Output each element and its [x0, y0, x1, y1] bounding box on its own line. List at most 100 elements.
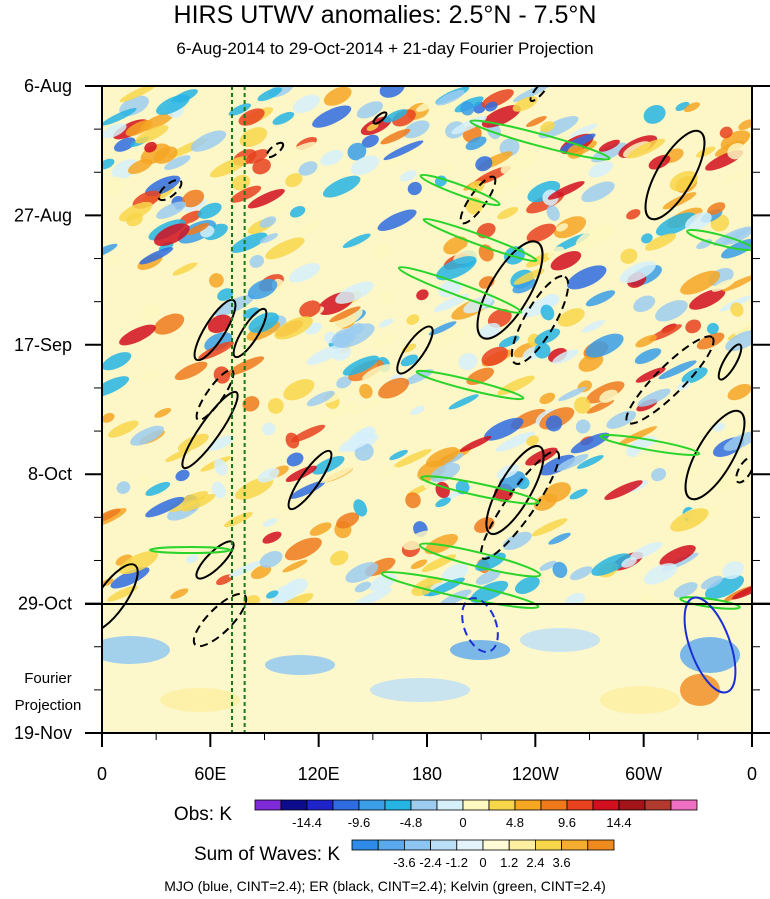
anomaly-patch [533, 493, 558, 511]
er-contour [684, 409, 746, 501]
anomaly-patch [190, 130, 227, 152]
anomaly-patch [448, 394, 479, 410]
anomaly-patch [247, 188, 285, 209]
er-contour [232, 307, 268, 359]
anomaly-patch [119, 201, 153, 222]
anomaly-patch [435, 497, 451, 508]
anomaly-patch [318, 464, 355, 484]
anomaly-patch [604, 480, 643, 500]
anomaly-patch [293, 220, 324, 237]
anomaly-patch [411, 576, 442, 596]
anomaly-patch [331, 328, 357, 347]
anomaly-patch [345, 562, 379, 583]
x-axis: 0 60E 120E 180 120W 60W 0 [97, 733, 757, 784]
kelvin-contour [415, 369, 525, 401]
anomaly-patch [713, 422, 725, 432]
anomaly-patch [259, 550, 283, 568]
anomaly-patch [165, 448, 191, 462]
anomaly-patch [285, 432, 300, 449]
anomaly-patch [706, 322, 719, 335]
anomaly-patch [272, 111, 295, 125]
anomaly-patch [556, 223, 568, 232]
waves-colorbar-swatch [377, 839, 405, 851]
anomaly-patch [126, 212, 143, 227]
anomaly-patch [552, 349, 579, 365]
anomaly-patch [463, 295, 493, 314]
anomaly-patch [257, 468, 280, 483]
anomaly-patch [641, 233, 653, 244]
x-tick-label: 120W [512, 764, 559, 784]
anomaly-patch [262, 531, 282, 544]
anomaly-patch [634, 348, 662, 364]
anomaly-patch [281, 501, 300, 512]
anomaly-patch [107, 585, 138, 602]
anomaly-patch [336, 512, 360, 529]
obs-colorbar-swatch [280, 799, 308, 811]
anomaly-patch [323, 86, 352, 106]
anomaly-patch [377, 209, 417, 231]
anomaly-patch [526, 223, 556, 243]
er-contour [192, 592, 248, 648]
anomaly-patch [102, 243, 118, 259]
anomaly-patch [231, 174, 251, 191]
anomaly-patch [633, 295, 656, 313]
anomaly-patch [342, 355, 380, 376]
anomaly-patch [459, 435, 492, 452]
wave-legend-note: MJO (blue, CINT=2.4); ER (black, CINT=2.… [164, 878, 606, 894]
obs-colorbar-tick: 4.8 [506, 815, 524, 830]
chart-subtitle: 6-Aug-2014 to 29-Oct-2014 + 21-day Fouri… [176, 39, 594, 58]
anomaly-patch [282, 559, 308, 573]
anomaly-patch [670, 508, 709, 532]
anomaly-patch [500, 151, 540, 175]
waves-colorbar-tick: 2.4 [526, 855, 544, 870]
waves-colorbar-tick: 3.6 [553, 855, 571, 870]
anomaly-patch [719, 126, 733, 139]
anomaly-patch [102, 108, 137, 126]
x-tick-label: 120E [298, 764, 340, 784]
anomaly-patch [439, 589, 472, 607]
anomaly-patch [570, 432, 610, 454]
anomaly-patch [405, 492, 421, 509]
anomaly-patch [366, 123, 379, 132]
anomaly-patch [380, 290, 394, 306]
anomaly-patch [401, 343, 417, 353]
anomaly-patch [727, 383, 752, 401]
anomaly-patch [569, 488, 588, 500]
obs-colorbar-tick: -9.6 [348, 815, 370, 830]
anomaly-patch [683, 102, 701, 113]
anomaly-patch [475, 569, 501, 585]
anomaly-patch [512, 86, 551, 102]
obs-colorbar-tick: -4.8 [400, 815, 422, 830]
anomaly-patch [174, 361, 208, 381]
obs-colorbar-swatch [644, 799, 672, 811]
anomaly-patch [283, 379, 315, 401]
anomaly-patch [738, 119, 752, 130]
kelvin-contour [397, 266, 523, 314]
anomaly-patch [526, 435, 539, 446]
anomaly-patch [352, 587, 392, 609]
anomaly-patch [499, 138, 520, 157]
anomaly-patch [378, 377, 410, 399]
anomaly-patch [436, 89, 465, 106]
waves-colorbar-swatch [403, 839, 431, 851]
anomaly-field [102, 86, 752, 614]
anomaly-patch [711, 279, 735, 292]
anomaly-patch [139, 247, 174, 265]
x-tick-label: 60W [625, 764, 662, 784]
anomaly-patch [380, 466, 398, 477]
anomaly-patch [400, 170, 417, 182]
anomaly-patch [209, 156, 250, 178]
anomaly-patch [495, 431, 535, 452]
anomaly-patch [689, 288, 726, 310]
anomaly-patch [722, 227, 752, 246]
mjo-contour-dashed [461, 597, 499, 653]
er-contour [510, 275, 570, 365]
anomaly-patch [322, 175, 361, 198]
anomaly-patch [228, 103, 251, 116]
anomaly-patch [547, 181, 585, 200]
kelvin-contour [469, 119, 611, 161]
anomaly-patch [559, 133, 596, 152]
obs-colorbar-swatch [306, 799, 334, 811]
anomaly-patch [539, 392, 556, 405]
anomaly-patch [172, 262, 198, 276]
